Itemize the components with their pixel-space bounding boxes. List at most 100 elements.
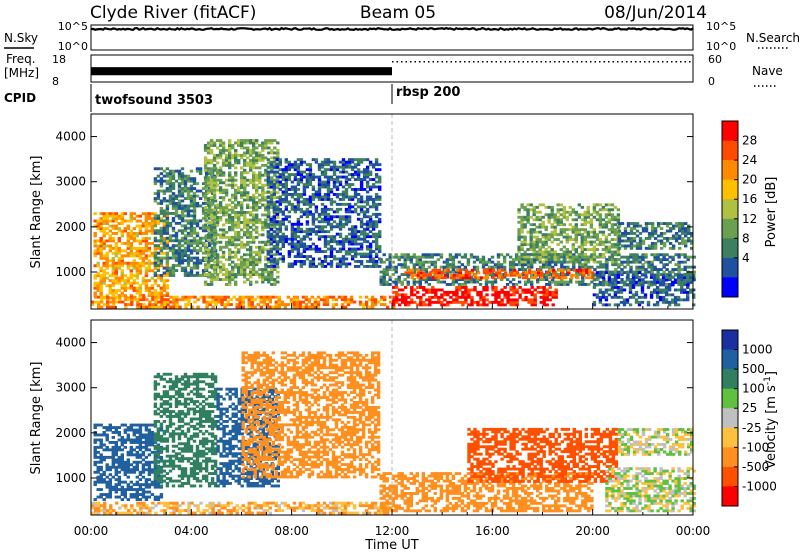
heatmap-cell — [171, 182, 176, 186]
heatmap-cell — [106, 305, 110, 309]
heatmap-cell — [290, 242, 295, 246]
heatmap-cell — [647, 244, 652, 248]
heatmap-cell — [94, 295, 98, 299]
heatmap-cell — [189, 169, 194, 173]
heatmap-cell — [323, 245, 328, 248]
heatmap-cell — [147, 289, 152, 292]
heatmap-cell — [571, 228, 575, 232]
heatmap-cell — [431, 290, 435, 294]
heatmap-cell — [234, 230, 238, 234]
heatmap-cell — [365, 225, 370, 229]
heatmap-cell — [632, 227, 637, 230]
heatmap-cell — [506, 290, 510, 294]
heatmap-cell — [451, 260, 456, 264]
nsky-label: N.Sky — [4, 31, 38, 45]
heatmap-cell — [610, 208, 615, 212]
heatmap-cell — [538, 215, 542, 219]
heatmap-cell — [564, 276, 568, 280]
heatmap-cell — [287, 237, 292, 241]
heatmap-cell — [530, 293, 534, 297]
heatmap-cell — [427, 265, 431, 269]
heatmap-cell — [578, 273, 582, 276]
heatmap-cell — [629, 253, 633, 257]
heatmap-cell — [174, 202, 179, 205]
heatmap-cell — [680, 253, 684, 257]
heatmap-cell — [638, 268, 642, 271]
heatmap-cell — [278, 247, 282, 251]
heatmap-cell — [290, 237, 295, 241]
heatmap-cell — [210, 246, 215, 250]
heatmap-cell — [293, 255, 298, 258]
heatmap-cell — [328, 295, 333, 299]
heatmap-cell — [189, 177, 194, 181]
heatmap-cell — [632, 237, 637, 240]
heatmap-cell — [103, 303, 107, 306]
heatmap-cell — [524, 273, 529, 277]
heatmap-cell — [275, 220, 279, 224]
heatmap-cell — [665, 283, 669, 286]
heatmap-cell — [530, 290, 534, 294]
nave-tick-bottom: 0 — [708, 75, 715, 88]
heatmap-cell — [264, 263, 268, 267]
heatmap-cell — [493, 280, 498, 284]
heatmap-cell — [388, 278, 392, 281]
heatmap-cell — [359, 242, 364, 246]
heatmap-cell — [662, 255, 666, 259]
heatmap-cell — [209, 283, 214, 286]
heatmap-cell — [350, 247, 355, 251]
heatmap-cell — [584, 283, 588, 286]
heatmap-cell — [171, 226, 176, 230]
heatmap-cell — [240, 146, 244, 150]
heatmap-cell — [209, 161, 214, 165]
heatmap-cell — [302, 245, 307, 248]
heatmap-cell — [126, 237, 130, 240]
heatmap-cell — [313, 303, 318, 306]
heatmap-cell — [304, 295, 309, 299]
heatmap-cell — [610, 243, 615, 246]
heatmap-cell — [269, 163, 273, 167]
heatmap-cell — [620, 273, 624, 276]
heatmap-cell — [406, 283, 410, 286]
heatmap-cell — [356, 247, 361, 251]
heatmap-cell — [317, 227, 322, 231]
heatmap-cell — [147, 246, 152, 250]
heatmap-cell — [509, 298, 513, 302]
heatmap-cell — [177, 182, 182, 186]
heatmap-cell — [180, 269, 185, 272]
heatmap-cell — [350, 232, 355, 236]
heatmap-cell — [142, 305, 146, 309]
heatmap-cell — [410, 276, 414, 280]
heatmap-cell — [365, 227, 370, 231]
heatmap-cell — [326, 193, 331, 196]
heatmap-cell — [299, 175, 304, 179]
heatmap-cell — [203, 198, 208, 202]
heatmap-cell — [153, 222, 158, 225]
heatmap-cell — [422, 276, 426, 280]
heatmap-cell — [526, 263, 531, 267]
freq-tick-bottom: 8 — [52, 75, 59, 88]
heatmap-cell — [479, 303, 483, 307]
heatmap-cell — [156, 192, 161, 195]
heatmap-cell — [362, 222, 367, 226]
heatmap-cell — [165, 182, 170, 186]
heatmap-cell — [506, 295, 510, 299]
heatmap-cell — [231, 196, 235, 200]
heatmap-cell — [275, 200, 279, 204]
heatmap-cell — [198, 204, 203, 208]
heatmap-cell — [203, 263, 208, 267]
heatmap-cell — [202, 295, 206, 299]
heatmap-cell — [413, 300, 417, 304]
heatmap-cell — [269, 227, 273, 231]
heatmap-cell — [93, 274, 97, 278]
heatmap-cell — [341, 158, 346, 162]
heatmap-cell — [218, 178, 223, 182]
heatmap-cell — [269, 265, 273, 268]
heatmap-cell — [264, 223, 268, 227]
heatmap-cell — [314, 250, 319, 253]
heatmap-cell — [428, 288, 432, 292]
heatmap-cell — [344, 207, 349, 211]
heatmap-cell — [267, 270, 271, 274]
heatmap-cell — [538, 230, 542, 234]
heatmap-cell — [246, 203, 250, 207]
heatmap-cell — [193, 300, 197, 304]
